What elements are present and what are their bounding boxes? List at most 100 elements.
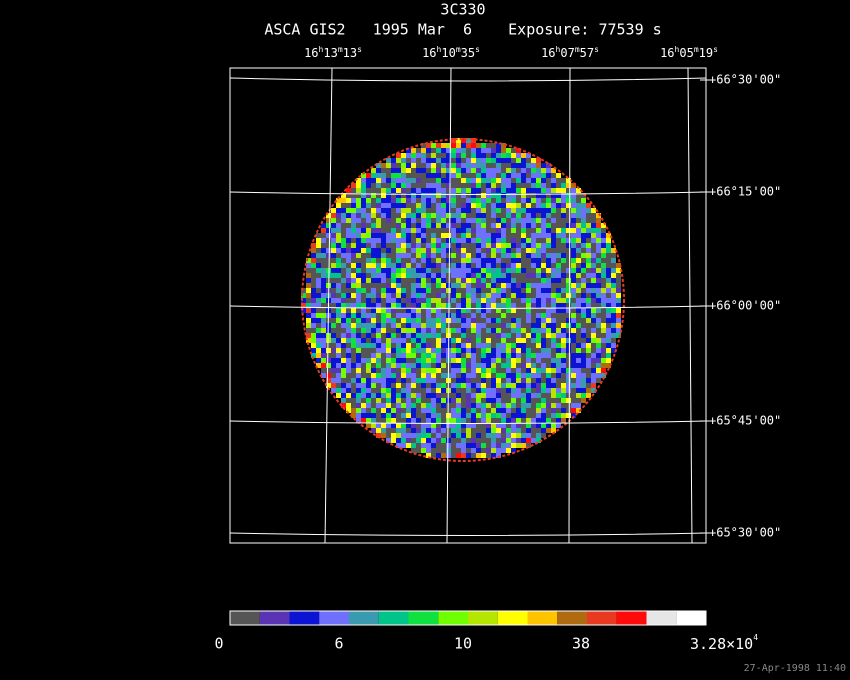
image-pixel <box>461 378 466 383</box>
image-pixel <box>486 428 491 433</box>
image-pixel <box>431 403 436 408</box>
image-pixel <box>491 233 496 238</box>
image-pixel <box>421 288 426 293</box>
image-pixel <box>576 283 581 288</box>
image-pixel <box>366 268 371 273</box>
image-pixel <box>366 193 371 198</box>
image-pixel <box>601 373 606 378</box>
image-pixel <box>356 373 361 378</box>
image-pixel <box>471 238 476 243</box>
image-pixel <box>516 308 521 313</box>
image-pixel <box>611 293 616 298</box>
image-pixel <box>341 323 346 328</box>
image-pixel <box>471 153 476 158</box>
image-pixel <box>386 413 391 418</box>
image-pixel <box>531 303 536 308</box>
image-pixel <box>431 338 436 343</box>
image-pixel <box>451 298 456 303</box>
image-pixel <box>606 308 611 313</box>
image-pixel <box>341 208 346 213</box>
image-pixel <box>356 288 361 293</box>
image-pixel <box>561 198 566 203</box>
image-pixel <box>396 193 401 198</box>
image-pixel <box>406 168 411 173</box>
image-pixel <box>346 403 351 408</box>
image-pixel <box>496 403 501 408</box>
image-pixel <box>496 288 501 293</box>
image-pixel <box>356 313 361 318</box>
image-pixel <box>516 303 521 308</box>
image-pixel <box>561 313 566 318</box>
image-pixel <box>516 373 521 378</box>
image-pixel <box>511 193 516 198</box>
image-pixel <box>571 293 576 298</box>
image-pixel <box>406 188 411 193</box>
image-pixel <box>496 173 501 178</box>
image-pixel <box>586 243 591 248</box>
image-pixel <box>391 433 396 438</box>
image-pixel <box>526 213 531 218</box>
image-pixel <box>571 363 576 368</box>
image-pixel <box>331 338 336 343</box>
image-pixel <box>526 253 531 258</box>
image-pixel <box>346 248 351 253</box>
image-pixel <box>461 233 466 238</box>
image-pixel <box>431 188 436 193</box>
image-pixel <box>481 178 486 183</box>
image-pixel <box>436 433 441 438</box>
image-pixel <box>511 443 516 448</box>
image-pixel <box>506 333 511 338</box>
image-pixel <box>471 383 476 388</box>
image-pixel <box>326 358 331 363</box>
ra-number: 16 <box>422 46 436 60</box>
image-pixel <box>611 343 616 348</box>
image-pixel <box>376 423 381 428</box>
image-pixel <box>416 403 421 408</box>
image-pixel <box>506 373 511 378</box>
image-pixel <box>471 358 476 363</box>
image-pixel <box>461 328 466 333</box>
image-pixel <box>446 218 451 223</box>
image-pixel <box>366 418 371 423</box>
image-pixel <box>321 353 326 358</box>
image-pixel <box>386 173 391 178</box>
image-pixel <box>391 428 396 433</box>
colorbar-swatch <box>378 611 409 625</box>
image-pixel <box>356 378 361 383</box>
image-pixel <box>391 253 396 258</box>
image-pixel <box>356 348 361 353</box>
image-pixel <box>546 218 551 223</box>
image-pixel <box>481 208 486 213</box>
image-pixel <box>511 313 516 318</box>
image-pixel <box>501 418 506 423</box>
image-pixel <box>391 438 396 443</box>
image-pixel <box>516 268 521 273</box>
image-pixel <box>386 313 391 318</box>
image-pixel <box>366 348 371 353</box>
image-pixel <box>521 218 526 223</box>
image-pixel <box>521 243 526 248</box>
image-pixel <box>476 353 481 358</box>
image-pixel <box>371 268 376 273</box>
image-pixel <box>351 233 356 238</box>
image-pixel <box>591 223 596 228</box>
image-pixel <box>581 233 586 238</box>
image-pixel <box>331 208 336 213</box>
image-pixel <box>466 363 471 368</box>
image-pixel <box>471 418 476 423</box>
image-pixel <box>541 348 546 353</box>
image-pixel <box>331 308 336 313</box>
image-pixel <box>536 348 541 353</box>
image-pixel <box>446 183 451 188</box>
image-pixel <box>601 363 606 368</box>
image-pixel <box>531 323 536 328</box>
image-pixel <box>536 393 541 398</box>
image-pixel <box>516 188 521 193</box>
image-pixel <box>431 423 436 428</box>
image-pixel <box>381 238 386 243</box>
image-pixel <box>366 413 371 418</box>
colorbar-swatch <box>319 611 349 625</box>
image-pixel <box>471 233 476 238</box>
image-pixel <box>546 298 551 303</box>
image-pixel <box>551 228 556 233</box>
